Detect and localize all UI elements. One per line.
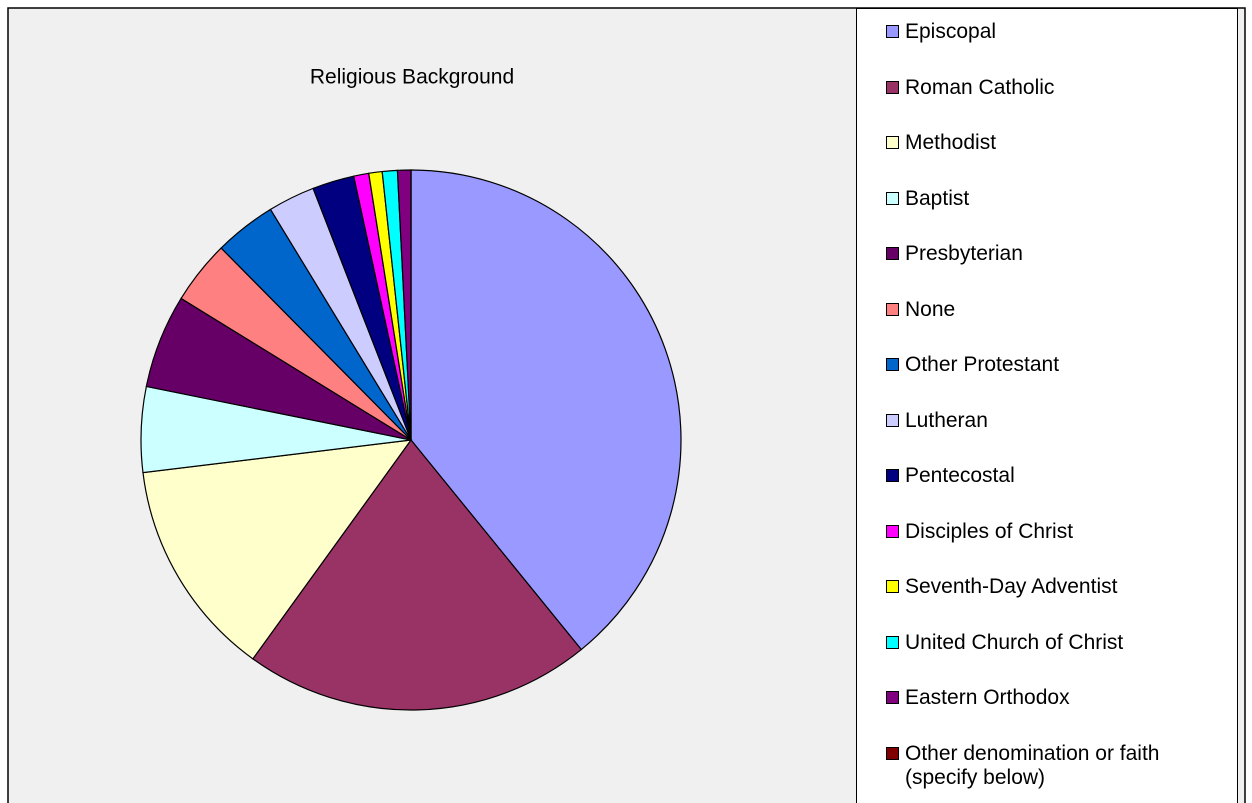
legend-swatch: [886, 524, 899, 538]
legend-label: Methodist: [905, 131, 997, 154]
legend-swatch: [886, 191, 899, 205]
legend-label: Disciples of Christ: [905, 519, 1074, 543]
legend-label: Episcopal: [905, 20, 997, 43]
pie-slice: [252, 439, 583, 711]
legend-label: Lutheran: [905, 408, 988, 432]
legend-swatch: [886, 136, 899, 149]
legend-item: United Church of Christ: [886, 631, 1235, 655]
legend-item: None: [886, 298, 1235, 322]
legend-swatch: [886, 691, 899, 704]
legend-item: Presbyterian: [886, 242, 1235, 266]
legend-item: Lutheran: [886, 409, 1235, 433]
legend-swatch: [886, 80, 899, 94]
legend-swatch: [886, 25, 899, 38]
legend-item: Eastern Orthodox: [886, 686, 1235, 710]
legend-item: Seventh-Day Adventist: [886, 575, 1235, 599]
legend-swatch: [886, 302, 899, 316]
legend-label: Presbyterian: [905, 242, 1023, 265]
legend-swatch: [886, 746, 899, 760]
legend-swatch: [886, 635, 899, 649]
legend-item: Other denomination or faith (specify bel…: [886, 742, 1235, 790]
legend-label: None: [905, 297, 956, 321]
legend-label: Other Protestant: [905, 353, 1060, 376]
legend-swatch: [886, 413, 899, 427]
legend-label: Baptist: [905, 186, 970, 210]
pie-slice: [410, 169, 682, 651]
legend-swatch: [886, 358, 899, 371]
legend-swatch: [886, 580, 899, 593]
legend-item: Methodist: [886, 131, 1235, 155]
legend: Episcopal Roman Catholic Methodist Baptist P…: [856, 8, 1238, 803]
chart-title: Religious Background: [310, 66, 514, 89]
legend-item: Episcopal: [886, 20, 1235, 44]
legend-label: Roman Catholic: [905, 75, 1055, 99]
legend-label: Eastern Orthodox: [905, 686, 1070, 709]
legend-label: Pentecostal: [905, 464, 1015, 487]
pie-slice: [142, 439, 413, 660]
legend-swatch: [886, 247, 899, 260]
legend-item: Roman Catholic: [886, 76, 1235, 100]
legend-swatch: [886, 469, 899, 482]
legend-label: Seventh-Day Adventist: [905, 575, 1118, 598]
legend-label: Other denomination or faith (specify bel…: [905, 741, 1160, 789]
legend-item: Disciples of Christ: [886, 520, 1235, 544]
legend-item: Baptist: [886, 187, 1235, 211]
legend-item: Other Protestant: [886, 353, 1235, 377]
legend-item: Pentecostal: [886, 464, 1235, 488]
legend-label: United Church of Christ: [905, 630, 1124, 654]
